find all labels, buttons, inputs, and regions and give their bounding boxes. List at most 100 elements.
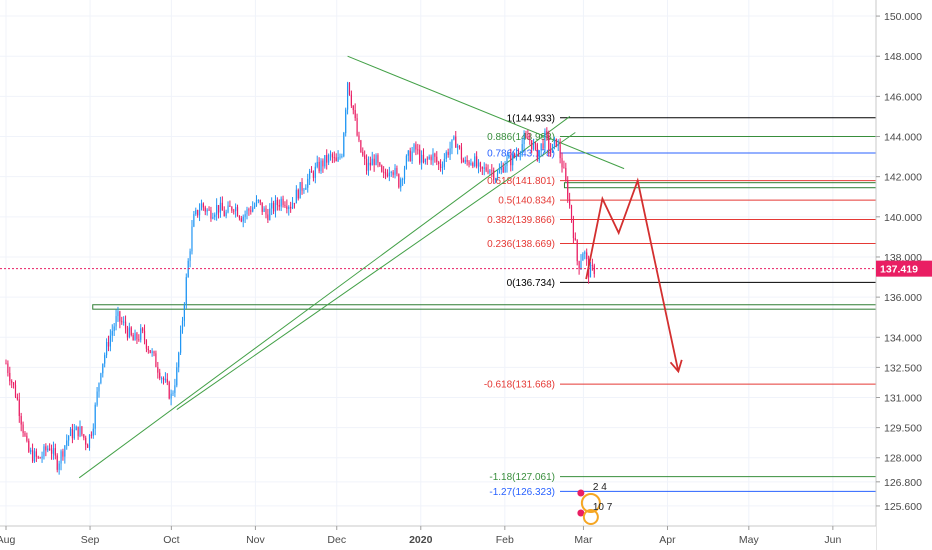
candle-body <box>510 155 512 166</box>
candle-body <box>221 202 223 211</box>
candle-body <box>94 404 96 429</box>
candle-body <box>508 155 510 159</box>
candle-body <box>517 153 519 155</box>
candle-body <box>18 399 20 417</box>
candle-body <box>320 160 322 172</box>
candle-body <box>466 160 468 162</box>
candle-body <box>45 446 47 451</box>
candle-body <box>41 456 43 459</box>
candle-body <box>250 210 252 212</box>
candle-body <box>519 152 521 155</box>
candle-body <box>288 206 290 209</box>
candle-body <box>96 391 98 405</box>
candle-body <box>33 451 36 462</box>
candle-body <box>50 449 53 454</box>
candle-body <box>422 154 425 163</box>
candle-body <box>407 150 409 156</box>
candle-body <box>390 172 392 174</box>
candle-body <box>47 448 49 451</box>
candle-body <box>430 156 432 161</box>
candle-body <box>352 105 354 111</box>
candle-body <box>312 172 315 178</box>
candle-body <box>462 159 464 163</box>
fib-label: 0.886(143.998) <box>487 132 555 143</box>
projection-arrowhead <box>669 359 683 374</box>
candle-body <box>172 392 174 394</box>
candle-body <box>286 206 288 209</box>
candle-body <box>274 200 277 212</box>
candle-body <box>179 329 182 353</box>
time-tick-label: Sep <box>81 534 100 546</box>
candle-body <box>291 202 294 209</box>
candle-body <box>379 162 381 166</box>
event-marker-icon[interactable] <box>577 489 585 497</box>
candle-body <box>477 162 480 167</box>
candle-body <box>43 446 45 457</box>
candle-body <box>153 351 155 354</box>
candle-body <box>100 373 102 383</box>
time-tick-label: Mar <box>574 534 593 546</box>
candle-body <box>326 155 328 163</box>
candle-body <box>263 208 265 212</box>
candle-body <box>335 157 337 162</box>
candle-body <box>396 168 398 175</box>
price-tick-label: 131.000 <box>884 393 922 405</box>
candle-body <box>301 182 303 191</box>
candle-body <box>299 182 301 199</box>
candle-body <box>557 144 559 147</box>
candle-body <box>586 252 588 260</box>
candle-body <box>102 363 104 374</box>
candle-body <box>202 203 204 208</box>
candle-body <box>200 203 203 211</box>
candle-body <box>400 179 402 188</box>
candle-body <box>166 378 168 383</box>
candle-body <box>479 162 482 167</box>
candle-body <box>216 204 218 215</box>
candle-body <box>428 156 430 159</box>
event-marker-icon[interactable] <box>577 509 585 517</box>
rising-trendline-2 <box>176 132 576 410</box>
time-tick-label: Jun <box>824 534 841 546</box>
candle-body <box>271 202 273 209</box>
candle-body <box>538 150 540 161</box>
fib-label: -1.18(127.061) <box>489 472 555 483</box>
candle-body <box>98 382 100 392</box>
price-tick-label: 146.000 <box>884 91 922 103</box>
candle-body <box>11 381 13 383</box>
candle-body <box>5 363 7 365</box>
price-tick-label: 140.000 <box>884 212 922 224</box>
candle-body <box>145 340 148 349</box>
candle-body <box>198 210 201 216</box>
candle-body <box>337 157 339 162</box>
candle-body <box>126 328 129 338</box>
candle-body <box>512 154 514 166</box>
candle-body <box>280 198 282 207</box>
candle-body <box>272 202 275 212</box>
candle-body <box>419 149 421 163</box>
candle-body <box>439 164 442 168</box>
candle-body <box>174 385 176 393</box>
candle-body <box>107 342 110 347</box>
candle-body <box>544 130 546 149</box>
candle-body <box>346 82 349 110</box>
rising-trendline-1 <box>78 116 571 479</box>
last-price-tag: 137.419 <box>876 260 932 277</box>
candle-body <box>409 150 411 161</box>
candle-body <box>181 320 184 330</box>
candle-body <box>269 208 271 221</box>
candle-body <box>405 155 408 169</box>
falling-trendline <box>347 55 625 170</box>
event-count-label: 10 7 <box>593 502 613 513</box>
candle-body <box>476 156 478 167</box>
candle-body <box>284 204 286 207</box>
candle-body <box>235 207 237 212</box>
price-tick-label: 129.500 <box>884 423 922 435</box>
candle-body <box>443 158 445 167</box>
candle-body <box>113 326 115 332</box>
time-tick-label: May <box>739 534 760 546</box>
candle-body <box>109 335 111 347</box>
time-axis[interactable] <box>0 526 876 550</box>
candle-body <box>546 130 548 135</box>
